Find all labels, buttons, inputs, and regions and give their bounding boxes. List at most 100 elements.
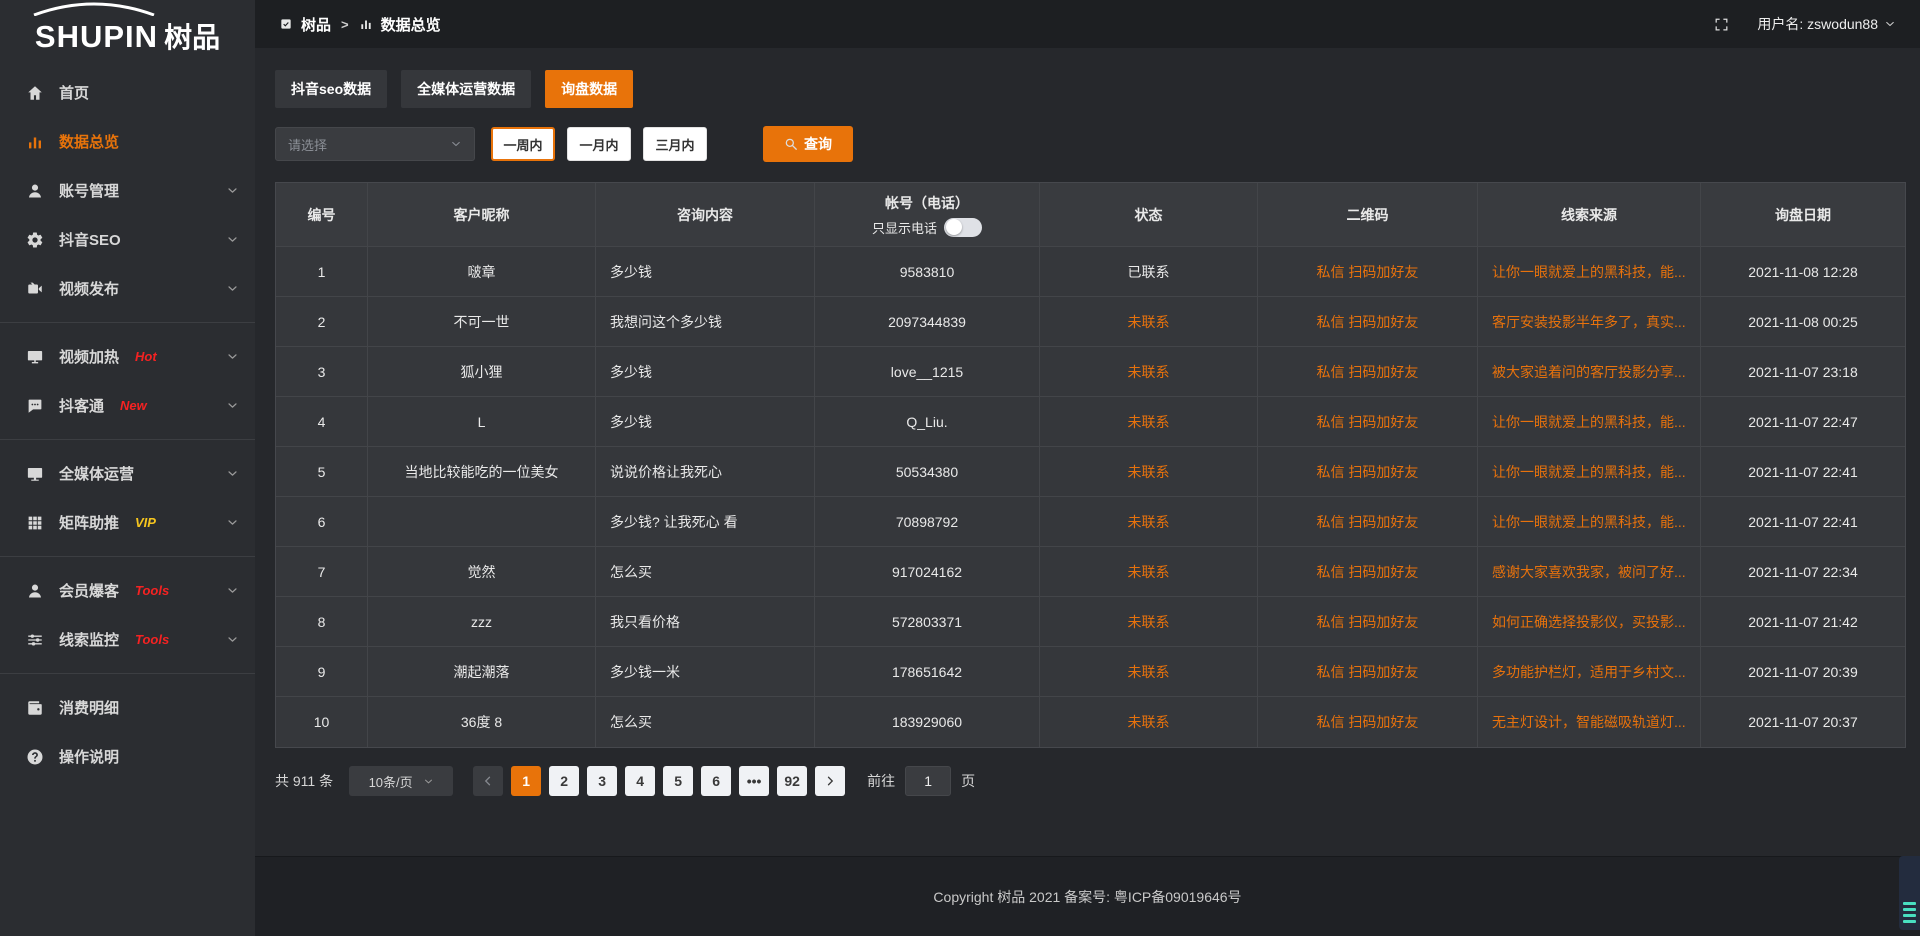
cell-account: 9583810 bbox=[815, 247, 1040, 297]
page-button-1[interactable]: 1 bbox=[511, 766, 542, 796]
column-header-label: 帐号（电话） bbox=[884, 194, 969, 211]
monitor-icon bbox=[27, 467, 43, 481]
table-row: 4 L 多少钱 Q_Liu. 未联系 私信 扫码加好友 让你一眼就爱上的黑科技，能... 20… bbox=[276, 397, 1905, 447]
period-button-1[interactable]: 一周内 bbox=[491, 127, 555, 161]
column-header-no: 编号 bbox=[276, 183, 368, 247]
sidebar-item-account-management[interactable]: 账号管理 bbox=[0, 166, 255, 215]
cell-qr-links[interactable]: 私信 扫码加好友 bbox=[1258, 647, 1478, 697]
home-icon bbox=[28, 85, 42, 100]
fullscreen-icon[interactable] bbox=[1714, 17, 1729, 32]
page-button-5[interactable]: 5 bbox=[663, 766, 694, 796]
sidebar-item-video-heating[interactable]: 视频加热 Hot bbox=[0, 332, 255, 381]
cell-source[interactable]: 让你一眼就爱上的黑科技，能... bbox=[1478, 497, 1701, 547]
cell-qr-links[interactable]: 私信 扫码加好友 bbox=[1258, 347, 1478, 397]
sidebar-item-label: 全媒体运营 bbox=[59, 466, 135, 483]
data-tabs: 抖音seo数据 全媒体运营数据 询盘数据 bbox=[275, 70, 1920, 108]
page-button-92[interactable]: 92 bbox=[777, 766, 808, 796]
cell-source[interactable]: 客厅安装投影半年多了，真实... bbox=[1478, 297, 1701, 347]
sidebar-item-matrix-boost[interactable]: 矩阵助推 VIP bbox=[0, 498, 255, 547]
cell-no: 10 bbox=[276, 697, 368, 747]
period-button-2[interactable]: 一月内 bbox=[567, 127, 631, 161]
cell-account: 572803371 bbox=[815, 597, 1040, 647]
cell-source[interactable]: 让你一眼就爱上的黑科技，能... bbox=[1478, 247, 1701, 297]
sidebar-item-douyin-seo[interactable]: 抖音SEO bbox=[0, 215, 255, 264]
widget-bar bbox=[1903, 914, 1916, 917]
cell-qr-links[interactable]: 私信 扫码加好友 bbox=[1258, 597, 1478, 647]
breadcrumb-separator: > bbox=[341, 16, 349, 32]
user-menu[interactable]: 用户名: zswodun88 bbox=[1757, 14, 1896, 34]
query-button-label: 查询 bbox=[804, 136, 832, 152]
page-button-3[interactable]: 3 bbox=[587, 766, 618, 796]
cell-source[interactable]: 让你一眼就爱上的黑科技，能... bbox=[1478, 447, 1701, 497]
page-button-2[interactable]: 2 bbox=[549, 766, 580, 796]
page-button-4[interactable]: 4 bbox=[625, 766, 656, 796]
cell-content: 说说价格让我死心 bbox=[596, 447, 815, 497]
period-button-3[interactable]: 三月内 bbox=[643, 127, 707, 161]
cell-content: 我想问这个多少钱 bbox=[596, 297, 815, 347]
cell-source[interactable]: 感谢大家喜欢我家，被问了好... bbox=[1478, 547, 1701, 597]
floating-widget[interactable] bbox=[1899, 856, 1920, 930]
sidebar-item-label: 抖音SEO bbox=[59, 232, 121, 249]
sidebar-item-doukoutong[interactable]: 抖客通 New bbox=[0, 381, 255, 430]
table-row: 10 36度 8 怎么买 183929060 未联系 私信 扫码加好友 无主灯设计，智能磁吸… bbox=[276, 697, 1905, 747]
cell-account: 183929060 bbox=[815, 697, 1040, 747]
sliders-icon bbox=[28, 633, 42, 646]
chevron-down-icon bbox=[226, 184, 239, 197]
cell-source[interactable]: 如何正确选择投影仪，买投影... bbox=[1478, 597, 1701, 647]
cell-nickname: 狐小狸 bbox=[368, 347, 596, 397]
filter-select[interactable]: 请选择 bbox=[275, 127, 475, 161]
sidebar-item-omnimedia-operation[interactable]: 全媒体运营 bbox=[0, 449, 255, 498]
cell-date: 2021-11-07 21:42 bbox=[1701, 597, 1905, 647]
page-button-6[interactable]: 6 bbox=[701, 766, 732, 796]
chevdown-icon bbox=[228, 637, 237, 642]
page-ellipsis[interactable]: ••• bbox=[739, 766, 770, 796]
cell-qr-links[interactable]: 私信 扫码加好友 bbox=[1258, 247, 1478, 297]
cell-status: 未联系 bbox=[1040, 647, 1258, 697]
chevdown-icon bbox=[228, 471, 237, 476]
cell-source[interactable]: 让你一眼就爱上的黑科技，能... bbox=[1478, 397, 1701, 447]
goto-page-input[interactable]: 1 bbox=[905, 766, 952, 796]
sidebar-item-operation-guide[interactable]: 操作说明 bbox=[0, 732, 255, 781]
query-button[interactable]: 查询 bbox=[763, 126, 853, 162]
cell-status: 未联系 bbox=[1040, 447, 1258, 497]
cell-qr-links[interactable]: 私信 扫码加好友 bbox=[1258, 697, 1478, 747]
topbar: 树品 > 数据总览 用户名: zswodun88 bbox=[255, 0, 1920, 48]
chevron-down-icon bbox=[226, 233, 239, 246]
cell-nickname: 当地比较能吃的一位美女 bbox=[368, 447, 596, 497]
prev-page-button[interactable] bbox=[473, 766, 504, 796]
column-header-account: 帐号（电话） 只显示电话 bbox=[815, 183, 1040, 247]
search-icon bbox=[784, 137, 798, 151]
cell-source[interactable]: 无主灯设计，智能磁吸轨道灯... bbox=[1478, 697, 1701, 747]
sidebar-item-data-overview[interactable]: 数据总览 bbox=[0, 117, 255, 166]
cell-date: 2021-11-07 23:18 bbox=[1701, 347, 1905, 397]
logo-text-en: SHUPIN bbox=[34, 19, 159, 54]
sidebar-item-video-publish[interactable]: 视频发布 bbox=[0, 264, 255, 313]
cell-source[interactable]: 被大家追着问的客厅投影分享... bbox=[1478, 347, 1701, 397]
cell-qr-links[interactable]: 私信 扫码加好友 bbox=[1258, 397, 1478, 447]
cell-qr-links[interactable]: 私信 扫码加好友 bbox=[1258, 497, 1478, 547]
cell-date: 2021-11-07 22:34 bbox=[1701, 547, 1905, 597]
table-row: 3 狐小狸 多少钱 love__1215 未联系 私信 扫码加好友 被大家追着问的客厅投影分… bbox=[276, 347, 1905, 397]
sidebar-item-consumption-details[interactable]: 消费明细 bbox=[0, 683, 255, 732]
breadcrumb-root[interactable]: 树品 bbox=[301, 16, 332, 34]
sidebar-item-home[interactable]: 首页 bbox=[0, 68, 255, 117]
tab-douyin-seo-data[interactable]: 抖音seo数据 bbox=[275, 70, 388, 108]
next-page-button[interactable] bbox=[815, 766, 846, 796]
phone-only-toggle[interactable] bbox=[944, 217, 982, 237]
cell-qr-links[interactable]: 私信 扫码加好友 bbox=[1258, 447, 1478, 497]
cell-qr-links[interactable]: 私信 扫码加好友 bbox=[1258, 297, 1478, 347]
chart-icon bbox=[29, 137, 41, 148]
tab-inquiry-data[interactable]: 询盘数据 bbox=[545, 70, 634, 108]
filter-bar: 请选择 一周内 一月内 三月内 查询 bbox=[275, 126, 1920, 162]
cell-source[interactable]: 多功能护栏灯，适用于乡村文... bbox=[1478, 647, 1701, 697]
tab-omnimedia-data[interactable]: 全媒体运营数据 bbox=[401, 70, 532, 108]
tv-icon bbox=[27, 350, 43, 363]
cell-no: 1 bbox=[276, 247, 368, 297]
cell-qr-links[interactable]: 私信 扫码加好友 bbox=[1258, 547, 1478, 597]
table-row: 1 啵章 多少钱 9583810 已联系 私信 扫码加好友 让你一眼就爱上的黑科技，能...… bbox=[276, 247, 1905, 297]
sidebar-item-clue-monitoring[interactable]: 线索监控 Tools bbox=[0, 615, 255, 664]
sidebar-item-member-baoke[interactable]: 会员爆客 Tools bbox=[0, 566, 255, 615]
breadcrumb: 树品 > 数据总览 bbox=[279, 14, 441, 35]
page-size-select[interactable]: 10条/页 bbox=[349, 766, 454, 796]
